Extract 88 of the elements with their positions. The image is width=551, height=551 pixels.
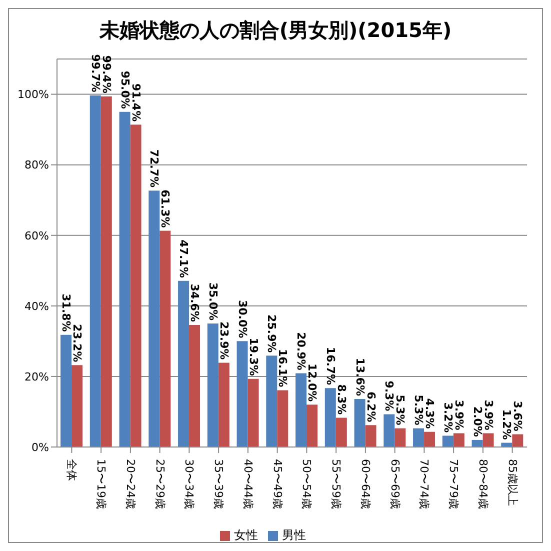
data-label: 25.9% — [265, 314, 278, 353]
data-label: 34.6% — [188, 284, 202, 322]
bar — [266, 356, 278, 447]
bar — [384, 414, 395, 447]
x-tick-label: 50〜54歳 — [300, 459, 314, 509]
bar — [336, 418, 347, 447]
data-label: 99.4% — [100, 55, 113, 94]
bar — [207, 324, 218, 447]
bar — [324, 388, 336, 447]
bar — [442, 436, 454, 447]
y-tick-label: 40% — [24, 300, 49, 313]
bar — [100, 96, 112, 447]
data-label: 13.6% — [353, 358, 366, 396]
x-tick-label: 75〜79歳 — [447, 459, 460, 509]
data-label: 23.2% — [70, 324, 84, 362]
data-label: 12.0% — [306, 364, 319, 402]
x-tick-label: 55〜59歳 — [330, 459, 343, 509]
data-label: 61.3% — [158, 190, 172, 228]
bar — [413, 428, 424, 447]
x-tick-label: 35〜39歳 — [212, 459, 226, 509]
bar — [365, 425, 376, 447]
bar — [60, 334, 72, 447]
x-tick-label: 45〜49歳 — [270, 459, 284, 509]
y-tick-label: 80% — [24, 158, 49, 172]
x-tick-label: 30〜34歳 — [182, 459, 196, 509]
data-label: 3.9% — [482, 400, 495, 430]
data-label: 3.9% — [452, 400, 466, 430]
data-label: 3.6% — [511, 400, 524, 432]
bar — [424, 432, 436, 447]
x-tick-label: 80〜84歳 — [476, 459, 490, 509]
bar — [248, 378, 259, 447]
data-label: 20.9% — [294, 332, 308, 370]
bar — [189, 324, 200, 447]
bar — [277, 390, 288, 447]
bar — [296, 373, 307, 447]
bar — [160, 230, 171, 447]
x-tick-label: 20〜24歳 — [124, 459, 137, 509]
bar — [130, 124, 142, 447]
x-tick-label: 40〜44歳 — [241, 459, 254, 509]
y-tick-label: 0% — [32, 440, 49, 454]
data-label: 16.7% — [324, 346, 337, 386]
data-label: 19.3% — [246, 338, 260, 376]
data-label: 95.0% — [118, 70, 132, 109]
bar — [354, 399, 366, 447]
y-tick-label: 20% — [24, 370, 49, 384]
data-label: 35.0% — [206, 282, 220, 321]
data-label: 2.0% — [470, 406, 484, 437]
bar — [236, 341, 248, 447]
y-tick-label: 100% — [18, 88, 49, 102]
bar — [90, 95, 101, 447]
data-label: 91.4% — [129, 83, 142, 122]
legend-label: 男性 — [282, 528, 306, 542]
data-label: 30.0% — [236, 300, 249, 338]
bar — [218, 362, 230, 447]
data-label: 8.3% — [334, 384, 348, 415]
bar — [119, 112, 130, 447]
bar — [453, 433, 464, 447]
bar — [178, 280, 190, 447]
bar — [306, 404, 318, 447]
bar — [512, 434, 524, 447]
legend-label: 女性 — [234, 528, 258, 542]
bar — [394, 428, 406, 447]
data-label: 23.9% — [217, 322, 230, 360]
x-tick-label: 85歳以上 — [506, 459, 519, 506]
data-label: 5.3% — [394, 394, 407, 426]
bar — [72, 365, 83, 447]
data-label: 6.2% — [364, 392, 378, 422]
data-label: 72.7% — [148, 149, 161, 188]
data-label: 5.3% — [412, 394, 426, 426]
bar — [148, 190, 160, 447]
data-label: 9.3% — [382, 380, 396, 412]
x-tick-label: 70〜74歳 — [418, 459, 431, 509]
data-label: 3.2% — [441, 402, 454, 433]
x-tick-label: 60〜64歳 — [358, 459, 372, 509]
data-label: 16.1% — [276, 349, 290, 388]
x-tick-label: 15〜19歳 — [94, 459, 108, 509]
x-tick-label: 65〜69歳 — [388, 459, 402, 509]
y-tick-label: 60% — [24, 229, 49, 242]
x-tick-label: 全体 — [65, 459, 78, 481]
chart-title: 未婚状態の人の割合(男女別)(2015年) — [98, 17, 453, 44]
data-label: 1.2% — [500, 409, 514, 440]
bar — [482, 433, 494, 447]
bar — [472, 440, 483, 447]
data-label: 4.3% — [423, 398, 436, 429]
data-label: 47.1% — [177, 240, 190, 278]
data-label: 31.8% — [60, 294, 73, 332]
x-tick-label: 25〜29歳 — [153, 459, 166, 509]
data-label: 99.7% — [88, 54, 102, 92]
